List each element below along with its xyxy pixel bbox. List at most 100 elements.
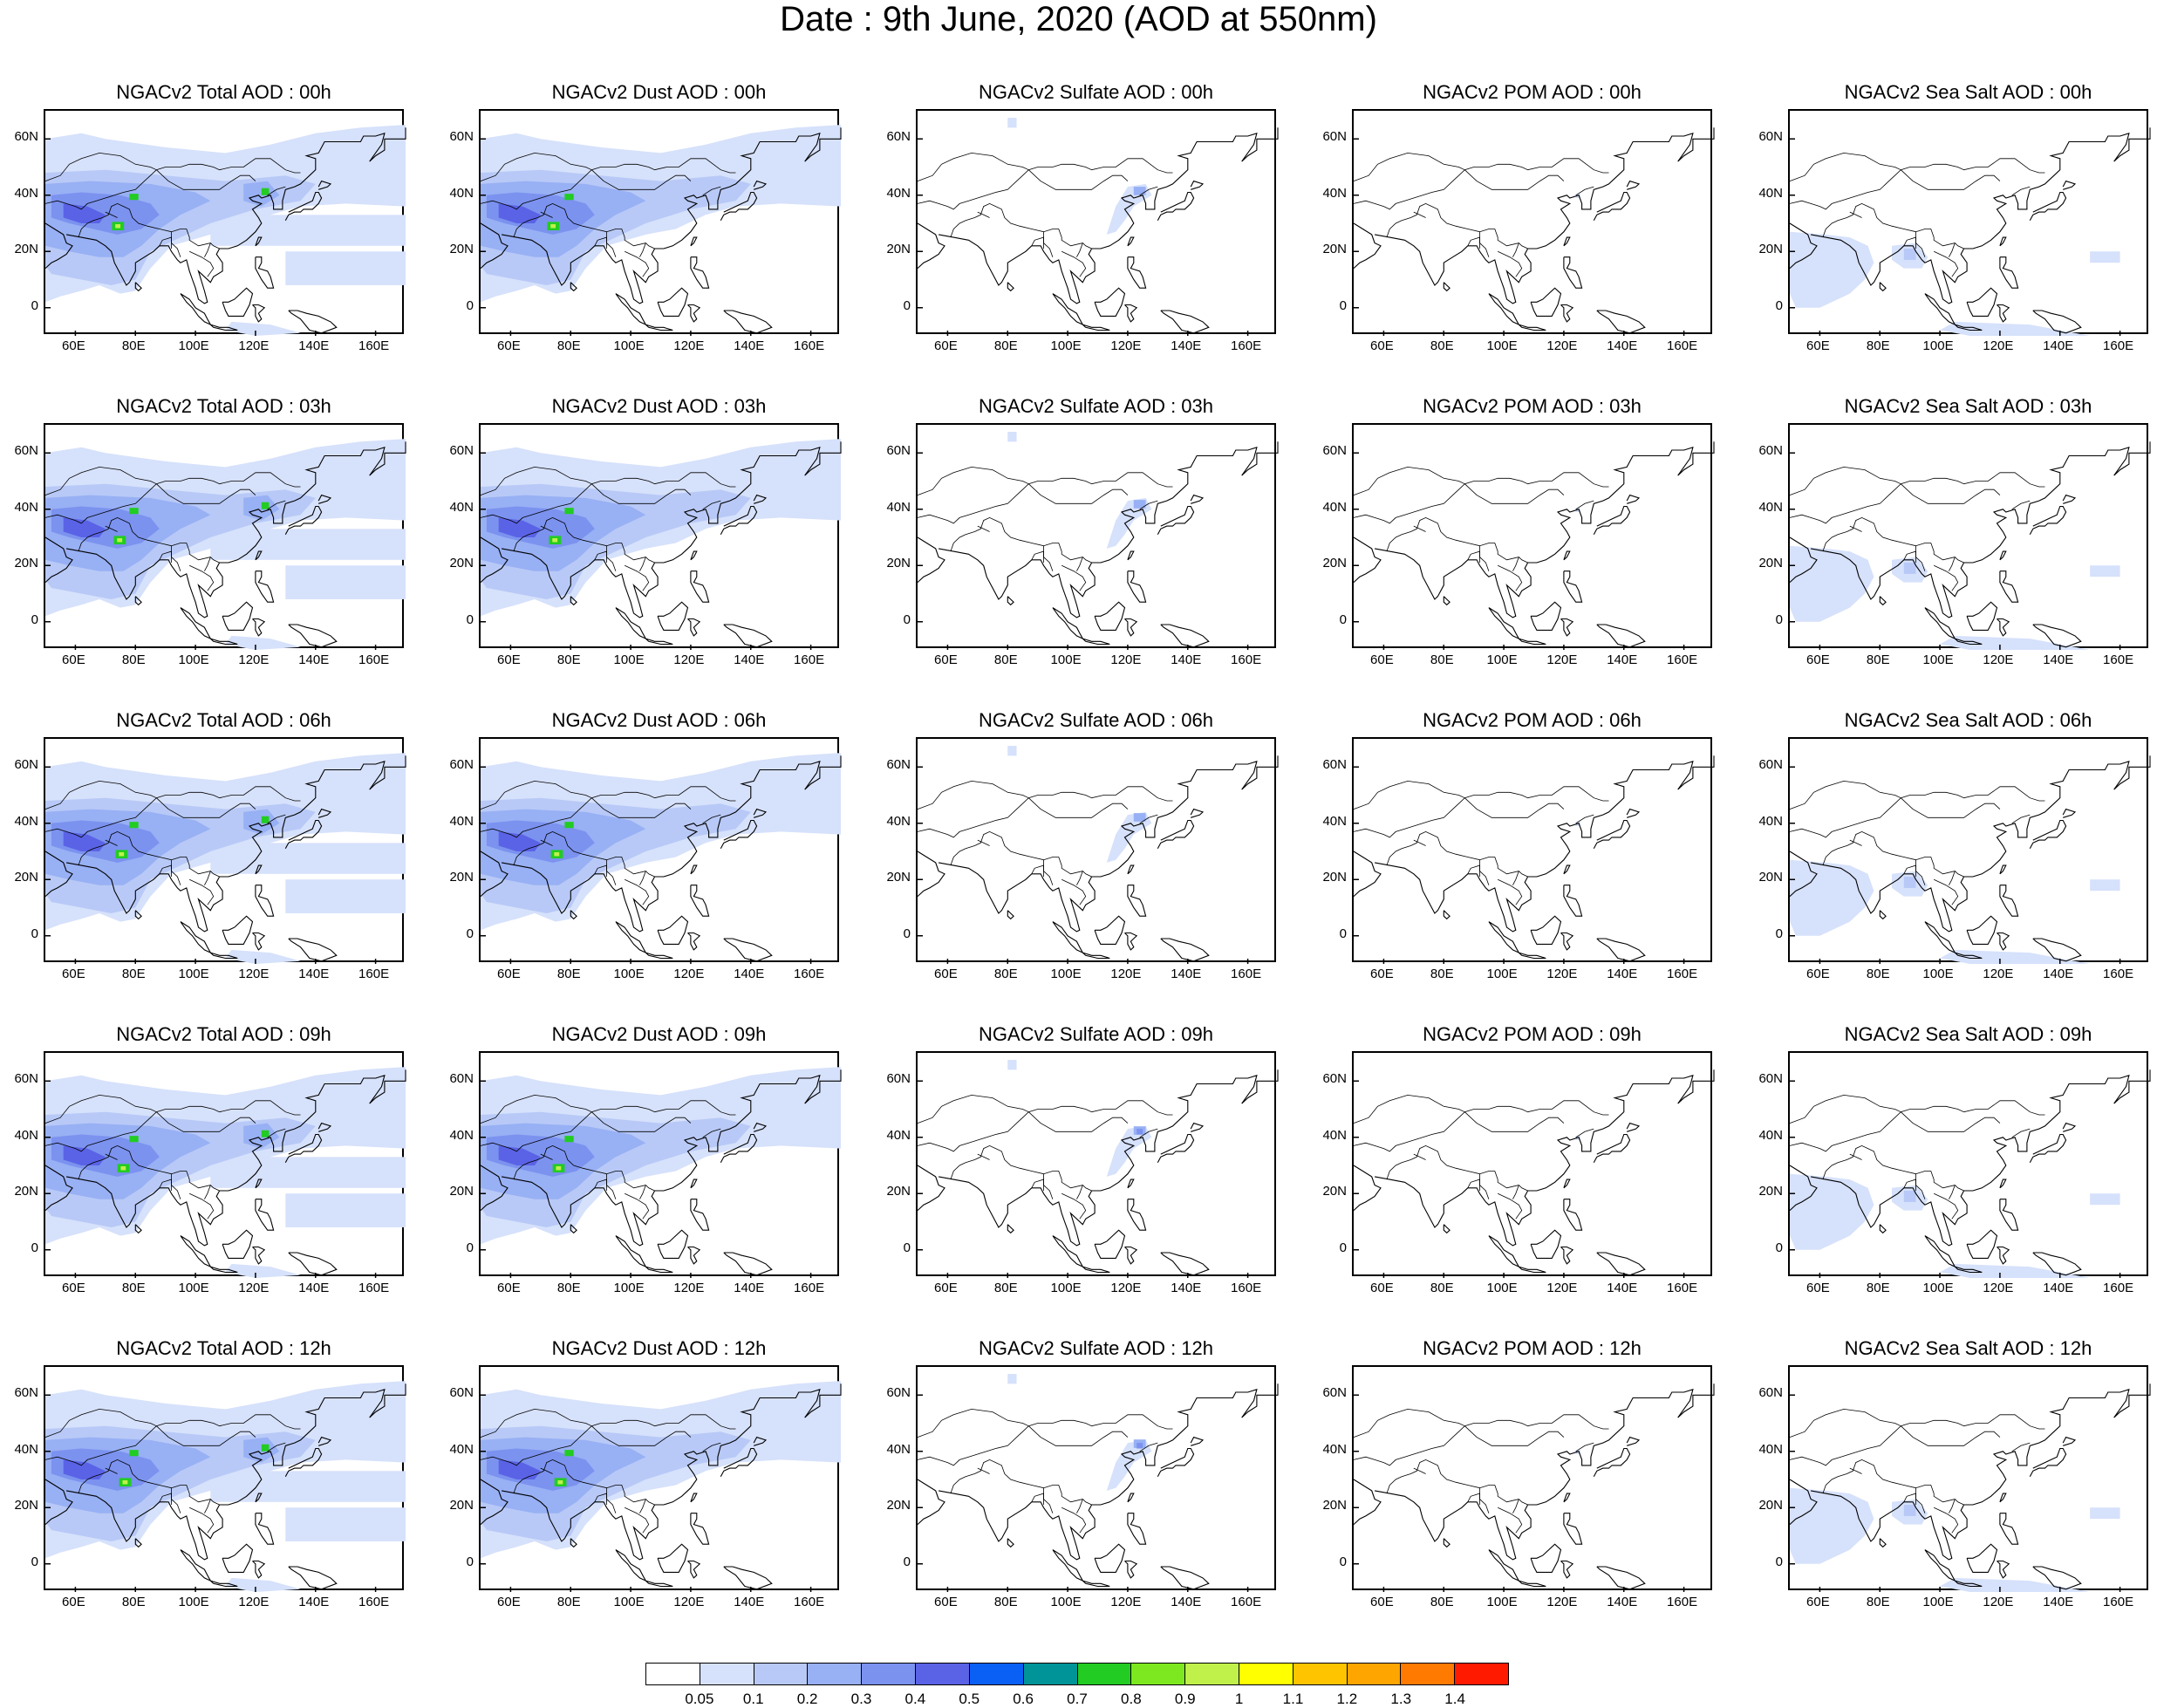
- panel-title: NGACv2 Sea Salt AOD : 06h: [1844, 709, 2092, 731]
- country-border: [1386, 202, 1528, 249]
- coastline: [1954, 638, 1983, 646]
- coastline: [252, 304, 266, 323]
- lon-label: 100E: [1922, 1281, 1954, 1295]
- coastline: [645, 638, 673, 646]
- lon-label: 100E: [1050, 1281, 1082, 1295]
- lon-label: 80E: [1866, 967, 1890, 981]
- country-border: [540, 211, 553, 218]
- coastline: [1127, 236, 1135, 247]
- colorbar-swatch: [1077, 1664, 1132, 1684]
- coastline: [1157, 505, 1195, 536]
- country-border: [1479, 545, 1490, 571]
- map-panel-pom-06h: [1352, 737, 1715, 964]
- country-border: [1353, 152, 1465, 181]
- lon-label: 80E: [556, 652, 581, 667]
- coastline: [1560, 1246, 1574, 1265]
- country-border: [1467, 550, 1480, 563]
- coastline: [723, 938, 773, 962]
- country-border: [1061, 250, 1087, 277]
- map-panel-pom-12h: [1352, 1365, 1715, 1592]
- aerosol-field: [1106, 497, 1152, 549]
- coastline: [753, 180, 768, 190]
- coastline: [1007, 910, 1014, 920]
- aerosol-hotspot: [120, 1165, 126, 1171]
- panel-title: NGACv2 Dust AOD : 06h: [551, 709, 767, 731]
- country-border: [1512, 1499, 1519, 1513]
- lon-label: 100E: [178, 1595, 209, 1609]
- coastline: [209, 638, 238, 646]
- coastline: [317, 1122, 332, 1132]
- coastline: [645, 324, 673, 331]
- country-border: [977, 1153, 990, 1160]
- lon-label: 100E: [1486, 1595, 1518, 1609]
- coastline: [1530, 1229, 1562, 1259]
- coastline: [938, 755, 1279, 933]
- coastline: [1157, 819, 1195, 850]
- country-border: [702, 186, 721, 196]
- coastline: [1190, 808, 1205, 818]
- coastline: [65, 1069, 406, 1247]
- coastline: [1563, 1199, 1583, 1231]
- country-border: [1031, 1493, 1044, 1505]
- lon-label: 80E: [1430, 1281, 1454, 1295]
- lon-label: 80E: [1866, 652, 1890, 667]
- coastline: [1789, 851, 1818, 898]
- coastline: [1007, 1538, 1014, 1548]
- map-panel-total-03h: [44, 423, 406, 650]
- country-border: [1901, 797, 2001, 818]
- aerosol-field: [63, 517, 106, 537]
- lat-label: 0: [31, 1240, 38, 1255]
- aerosol-field: [225, 1263, 301, 1278]
- country-border: [171, 231, 181, 257]
- aerosol-field: [1790, 1487, 1874, 1564]
- lat-label: 40N: [449, 813, 474, 829]
- coastline: [1530, 1543, 1562, 1573]
- coastline: [1879, 1224, 1887, 1234]
- colorbar-swatch: [754, 1664, 809, 1684]
- lon-label: 120E: [1983, 967, 2014, 981]
- coastline: [1518, 1580, 1546, 1588]
- aerosol-hotspot: [117, 537, 123, 543]
- country-border: [591, 169, 692, 190]
- aerosol-field: [498, 203, 541, 223]
- coastline: [1563, 1493, 1571, 1503]
- panel-title: NGACv2 Sulfate AOD : 09h: [978, 1023, 1214, 1045]
- country-border: [1849, 1467, 1862, 1474]
- country-border: [480, 1094, 592, 1124]
- lon-label: 60E: [497, 1595, 521, 1609]
- lon-label: 160E: [2103, 967, 2134, 981]
- country-border: [1498, 1192, 1523, 1220]
- country-border: [1901, 1425, 2001, 1446]
- lat-label: 20N: [14, 242, 38, 257]
- lon-label: 60E: [62, 652, 85, 667]
- coastline: [209, 324, 238, 331]
- aerosol-field: [243, 1437, 280, 1463]
- coastline: [2062, 1122, 2077, 1132]
- country-border: [702, 500, 721, 510]
- map-panel-dust-09h: [479, 1051, 842, 1278]
- map-panel-sulfate-00h: [916, 109, 1279, 336]
- country-border: [1498, 564, 1523, 591]
- country-border: [1467, 864, 1480, 877]
- panel-title: NGACv2 Sea Salt AOD : 03h: [1844, 395, 2092, 417]
- lon-label: 120E: [1983, 1281, 2014, 1295]
- colorbar-label: 1.4: [1444, 1691, 1465, 1707]
- lon-label: 60E: [934, 652, 958, 667]
- country-border: [1139, 1128, 1158, 1138]
- coastline: [1879, 1538, 1887, 1548]
- lat-label: 0: [1775, 1554, 1783, 1569]
- coastline: [570, 910, 577, 920]
- lon-label: 160E: [1667, 652, 1698, 667]
- country-border: [1028, 169, 1129, 190]
- panel-title: NGACv2 Dust AOD : 00h: [551, 81, 767, 103]
- coastline: [1082, 1580, 1110, 1588]
- country-border: [977, 1467, 990, 1474]
- coastline: [657, 1229, 689, 1259]
- coastline: [1966, 601, 1998, 631]
- country-border: [171, 545, 181, 571]
- aerosol-field: [51, 1448, 160, 1491]
- country-border: [540, 1153, 553, 1160]
- country-border: [1822, 1459, 1964, 1506]
- coastline: [1518, 638, 1546, 646]
- coastline: [917, 1479, 945, 1526]
